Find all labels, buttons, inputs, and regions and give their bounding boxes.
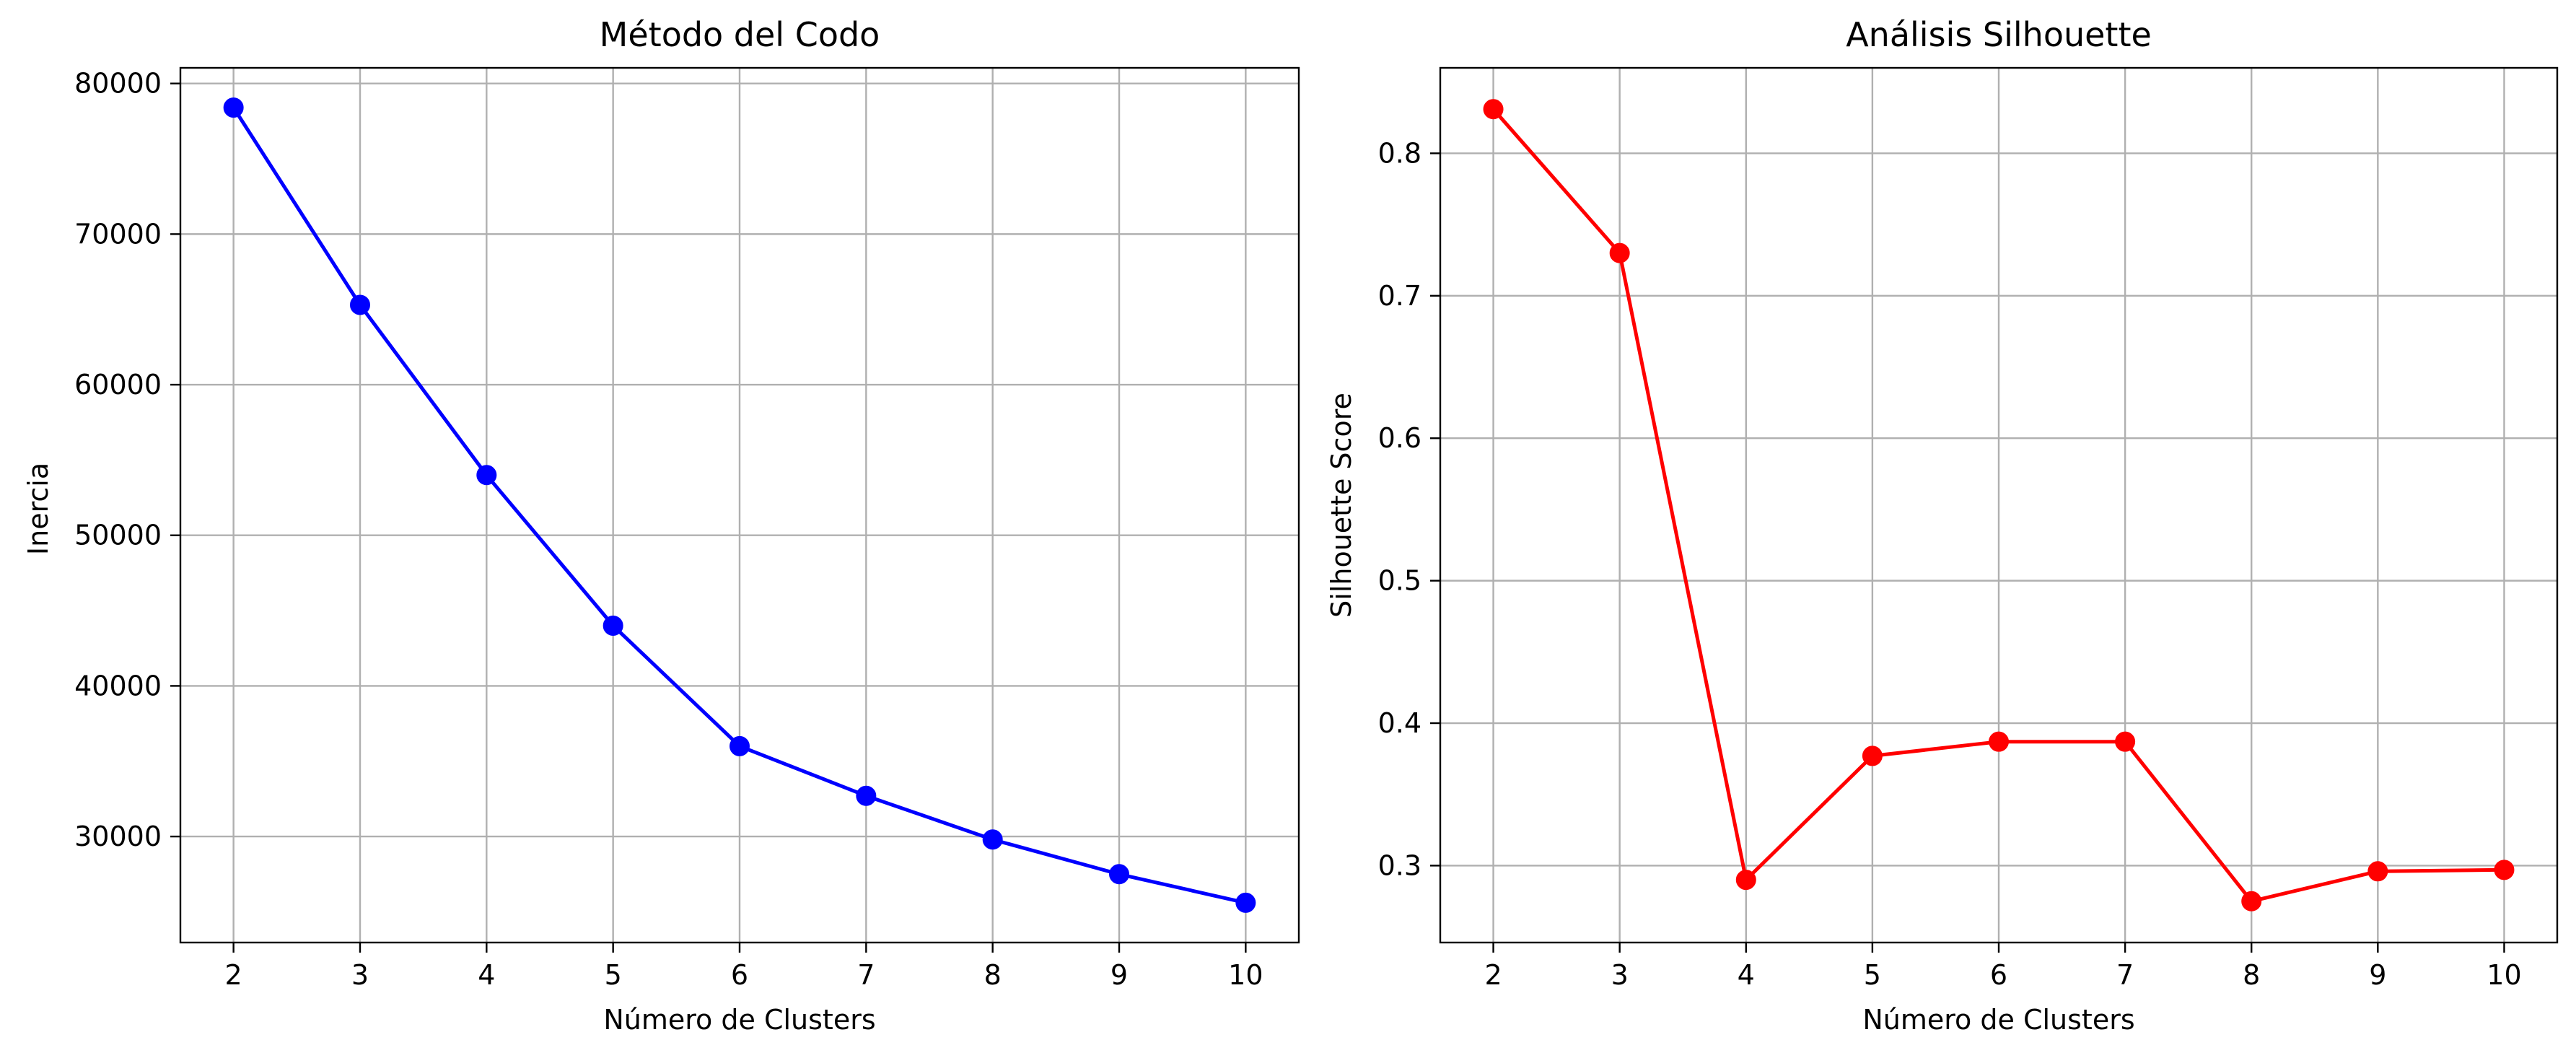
data-point — [1483, 99, 1504, 120]
data-point — [1609, 242, 1630, 263]
axis-ticks: 2 3 4 5 6 7 8 9 10 30000 40000 50000 60000 70000 80000 — [74, 68, 1263, 991]
y-tick-label: 30000 — [74, 821, 162, 852]
y-tick-label: 0.7 — [1378, 280, 1421, 312]
data-point — [603, 615, 623, 636]
data-point — [2494, 860, 2515, 880]
x-tick-label: 3 — [1611, 959, 1629, 991]
x-tick-label: 4 — [478, 959, 495, 991]
data-point — [1989, 731, 2009, 752]
data-point — [2115, 731, 2136, 752]
x-tick-label: 10 — [2487, 959, 2521, 991]
y-tick-label: 50000 — [74, 520, 162, 551]
data-point — [1735, 870, 1756, 891]
y-tick-label: 0.3 — [1378, 849, 1421, 881]
chart-title: Análisis Silhouette — [1846, 15, 2152, 54]
x-tick-label: 7 — [857, 959, 875, 991]
x-axis-label: Número de Clusters — [1862, 1004, 2134, 1036]
x-tick-label: 2 — [1484, 959, 1502, 991]
x-tick-label: 10 — [1228, 959, 1263, 991]
silhouette-analysis-chart: Análisis Silhouette Número de Clusters S… — [1326, 15, 2559, 1036]
x-tick-label: 8 — [984, 959, 1002, 991]
x-axis-label: Número de Clusters — [603, 1004, 875, 1036]
x-tick-label: 7 — [2116, 959, 2134, 991]
data-point — [730, 735, 750, 756]
x-tick-label: 2 — [225, 959, 242, 991]
data-point — [223, 97, 244, 118]
y-tick-label: 40000 — [74, 670, 162, 701]
grid — [1440, 68, 2557, 943]
data-point — [856, 785, 877, 806]
y-axis-label: Inercia — [22, 463, 54, 555]
x-tick-label: 5 — [605, 959, 622, 991]
y-tick-label: 0.5 — [1378, 565, 1421, 597]
y-tick-label: 0.8 — [1378, 137, 1421, 169]
x-tick-label: 6 — [731, 959, 748, 991]
data-point — [2367, 861, 2388, 882]
y-tick-label: 60000 — [74, 369, 162, 401]
data-point — [982, 829, 1003, 850]
chart-title: Método del Codo — [600, 15, 880, 54]
data-point — [1109, 864, 1130, 885]
series — [1483, 99, 2515, 911]
data-point — [1862, 746, 1883, 766]
y-tick-label: 0.4 — [1378, 707, 1421, 739]
y-tick-label: 70000 — [74, 218, 162, 250]
axis-ticks: 2 3 4 5 6 7 8 9 10 0.3 0.4 0.5 0.6 0.7 0.8 — [1378, 137, 2522, 991]
data-point — [1235, 892, 1256, 913]
y-axis-label: Silhouette Score — [1326, 393, 1357, 618]
x-tick-label: 5 — [1864, 959, 1881, 991]
plot-frame — [179, 66, 1300, 944]
plot-frame — [1439, 66, 2559, 944]
grid — [180, 68, 1299, 943]
y-tick-label: 0.6 — [1378, 422, 1421, 454]
data-point — [476, 465, 497, 486]
series — [223, 97, 1256, 913]
x-tick-label: 4 — [1738, 959, 1755, 991]
x-tick-label: 3 — [351, 959, 369, 991]
x-tick-label: 9 — [1110, 959, 1128, 991]
data-point — [349, 294, 370, 315]
data-point — [2241, 891, 2262, 911]
x-tick-label: 8 — [2243, 959, 2260, 991]
y-tick-label: 80000 — [74, 68, 162, 100]
x-tick-label: 9 — [2369, 959, 2386, 991]
x-tick-label: 6 — [1990, 959, 2007, 991]
elbow-method-chart: Método del Codo Número de Clusters Inerc… — [22, 15, 1300, 1036]
